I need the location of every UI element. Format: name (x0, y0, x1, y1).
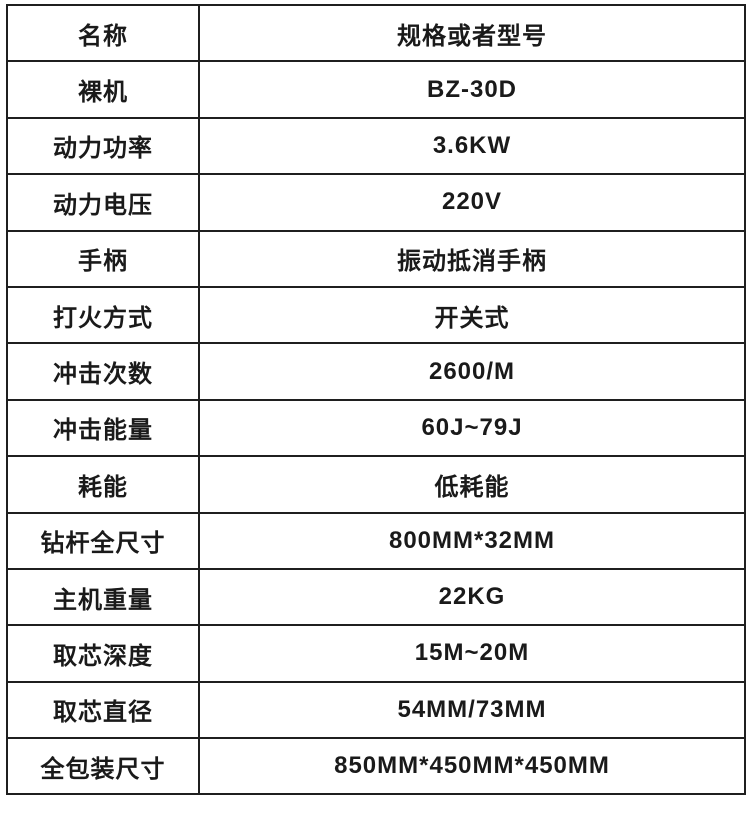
spec-value-cell: 3.6KW (198, 116, 746, 176)
spec-value-cell: BZ-30D (198, 60, 746, 119)
spec-value-cell: 800MM*32MM (198, 511, 746, 570)
spec-label-cell: 冲击能量 (6, 398, 200, 458)
spec-value-cell: 22KG (198, 567, 746, 627)
spec-label-cell: 裸机 (6, 60, 200, 119)
spec-value-cell: 220V (198, 173, 746, 232)
spec-label-cell: 取芯直径 (6, 680, 200, 740)
spec-value-cell: 850MM*450MM*450MM (198, 737, 746, 796)
spec-label-cell: 动力电压 (6, 173, 200, 232)
spec-label-cell: 全包装尺寸 (6, 737, 200, 796)
spec-label-cell: 取芯深度 (6, 624, 200, 683)
spec-label-cell: 主机重量 (6, 567, 200, 627)
spec-value-cell: 开关式 (198, 285, 746, 345)
spec-row: 冲击次数 2600/M (6, 342, 746, 401)
spec-value-cell: 振动抵消手柄 (198, 229, 746, 288)
spec-row: 取芯深度 15M~20M (6, 624, 746, 683)
spec-row: 钻杆全尺寸 800MM*32MM (6, 511, 746, 570)
product-spec-table: 名称 规格或者型号 裸机 BZ-30D 动力功率 3.6KW 动力电压 220V… (6, 3, 746, 796)
spec-row: 冲击能量 60J~79J (6, 398, 746, 458)
spec-label-cell: 耗能 (6, 455, 200, 514)
spec-value-cell: 54MM/73MM (198, 680, 746, 740)
spec-header-row: 名称 规格或者型号 (6, 3, 746, 63)
spec-row: 耗能 低耗能 (6, 455, 746, 514)
spec-value-cell: 2600/M (198, 342, 746, 401)
spec-row: 动力功率 3.6KW (6, 116, 746, 176)
spec-value-cell: 60J~79J (198, 398, 746, 458)
spec-row: 动力电压 220V (6, 173, 746, 232)
header-model-cell: 规格或者型号 (198, 3, 746, 63)
spec-label-cell: 动力功率 (6, 116, 200, 176)
header-name-cell: 名称 (6, 3, 200, 63)
spec-value-cell: 15M~20M (198, 624, 746, 683)
spec-row: 打火方式 开关式 (6, 285, 746, 345)
spec-label-cell: 打火方式 (6, 285, 200, 345)
spec-row: 手柄 振动抵消手柄 (6, 229, 746, 288)
spec-label-cell: 手柄 (6, 229, 200, 288)
spec-row: 裸机 BZ-30D (6, 60, 746, 119)
spec-value-cell: 低耗能 (198, 455, 746, 514)
spec-row: 主机重量 22KG (6, 567, 746, 627)
spec-table-container: 名称 规格或者型号 裸机 BZ-30D 动力功率 3.6KW 动力电压 220V… (6, 3, 746, 796)
spec-row: 取芯直径 54MM/73MM (6, 680, 746, 740)
spec-label-cell: 钻杆全尺寸 (6, 511, 200, 570)
spec-label-cell: 冲击次数 (6, 342, 200, 401)
spec-row: 全包装尺寸 850MM*450MM*450MM (6, 737, 746, 796)
